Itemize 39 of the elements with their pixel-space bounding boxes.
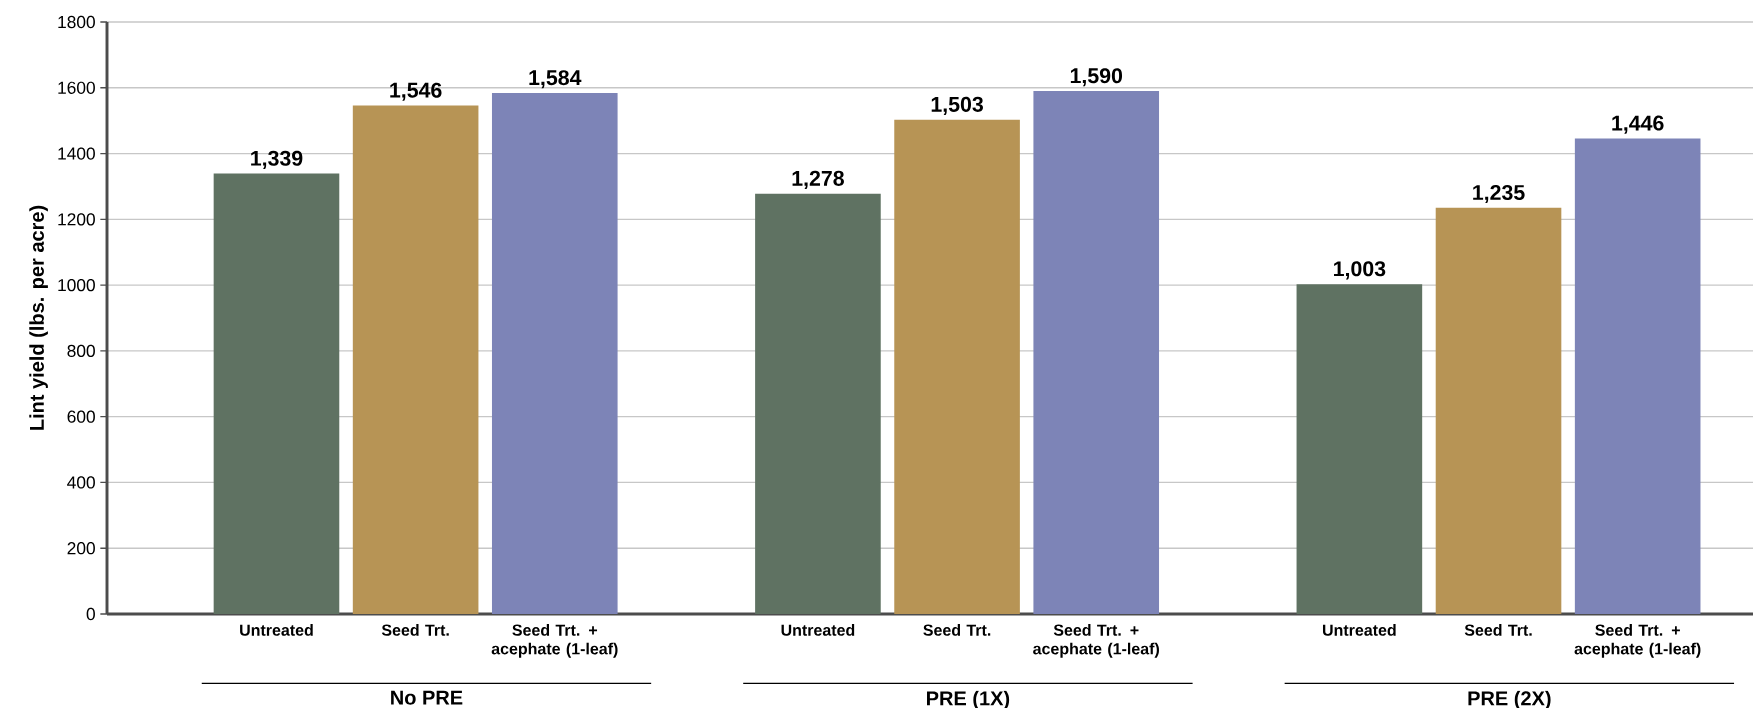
y-tick-label: 600 [67,410,95,423]
data-label: 1,590 [1070,68,1123,87]
series-label: Seed Trt. + acephate (1-leaf) [491,624,618,658]
text: Seed Trt. + acephate (1-leaf) [1574,624,1701,658]
data-label: 1,339 [251,150,303,169]
bar [1296,284,1423,614]
text: Seed Trt. [923,624,991,636]
y-tick-label: 200 [67,542,95,555]
text: Seed Trt. [1464,624,1532,636]
text: Untreated [781,624,855,636]
data-label: 1,584 [529,70,582,89]
bar [1435,207,1562,614]
series-label: Seed Trt. [381,624,449,636]
bar [1033,91,1160,614]
y-tick-label: 1800 [58,15,95,29]
bar [491,93,618,614]
data-label: 1,446 [1612,115,1664,134]
y-tick-label: 1200 [58,213,95,226]
y-tick-label: 0 [86,607,95,621]
x-tick-label: No PRE [391,690,463,705]
data-label: 1,546 [390,82,442,101]
data-label: 1,235 [1473,184,1525,204]
bar [352,105,479,614]
text: Untreated [1322,624,1396,636]
bar [755,193,881,614]
y-tick-label: 400 [67,476,95,489]
data-label: 1,278 [792,170,844,189]
y-tick-label: 1400 [58,147,95,160]
text: Seed Trt. + acephate (1-leaf) [1033,624,1159,658]
bar [213,173,340,614]
data-label: 1,503 [931,96,983,115]
y-axis-title: Lint yield (lbs. per acre) [29,205,48,430]
y-tick-label: 1000 [58,278,95,292]
bar [1574,138,1701,614]
data-label: 1,003 [1334,261,1386,280]
series-label: Untreated [240,624,313,636]
y-tick-label: 1600 [58,81,95,94]
y-tick-label: 800 [67,344,95,358]
bar [894,119,1020,614]
